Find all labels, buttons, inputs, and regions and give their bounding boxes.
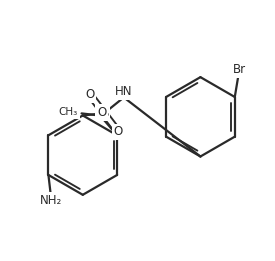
- Text: O: O: [85, 88, 95, 101]
- Text: HN: HN: [115, 85, 133, 98]
- Text: S: S: [100, 107, 108, 120]
- Text: NH₂: NH₂: [40, 194, 62, 207]
- Text: CH₃: CH₃: [59, 107, 78, 117]
- Text: O: O: [97, 106, 106, 119]
- Text: Br: Br: [233, 63, 246, 76]
- Text: O: O: [114, 125, 123, 138]
